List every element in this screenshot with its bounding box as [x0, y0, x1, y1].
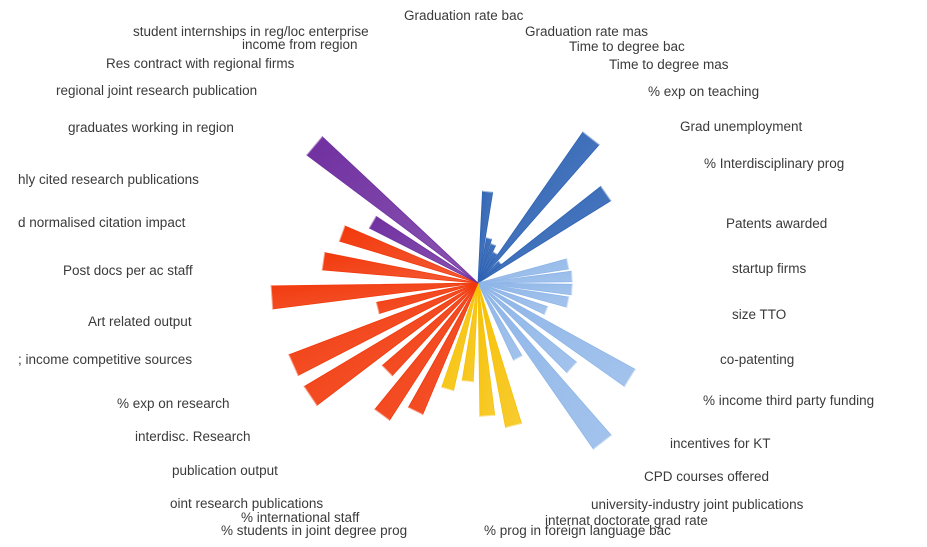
- label-res-contract: Res contract with regional firms: [106, 56, 295, 71]
- label-income-third-party: % income third party funding: [703, 393, 875, 408]
- label-internat-doctorate: internat doctorate grad rate: [545, 513, 708, 528]
- bar-cap-20: [408, 406, 423, 416]
- label-graduation-rate-bac: Graduation rate bac: [404, 8, 524, 23]
- bar-cap-11: [544, 306, 549, 315]
- bar-cap-21: [374, 409, 390, 421]
- bar-cap-15: [513, 355, 523, 361]
- bar-cap-7: [566, 258, 570, 270]
- label-cpd-courses: CPD courses offered: [644, 469, 770, 484]
- label-time-to-degree-mas: Time to degree mas: [609, 57, 729, 72]
- bar-cap-2: [491, 243, 496, 247]
- bar-cap-22: [381, 365, 393, 377]
- label-size-tto: size TTO: [732, 307, 787, 322]
- bar-cap-26: [270, 285, 274, 309]
- bar-cap-10: [566, 296, 570, 308]
- label-highly-cited: hly cited research publications: [18, 172, 199, 187]
- bar-cap-25: [375, 302, 380, 314]
- label-prog-foreign-language: % prog in foreign language bac: [484, 523, 671, 538]
- label-post-docs: Post docs per ac staff: [63, 263, 193, 278]
- label-patents-awarded: Patents awarded: [726, 216, 828, 231]
- bar-cap-4: [582, 131, 600, 146]
- label-international-staff: % international staff: [241, 510, 360, 525]
- label-incentives-kt: incentives for KT: [670, 436, 771, 451]
- bar-cap-6: [600, 185, 612, 201]
- bar-cap-23: [303, 386, 318, 406]
- label-graduation-rate-mas: Graduation rate mas: [525, 24, 649, 39]
- label-graduates-working: graduates working in region: [68, 120, 234, 135]
- bar-cap-29: [368, 215, 377, 229]
- label-normalised-citation: d normalised citation impact: [18, 215, 186, 230]
- bar-cap-3: [493, 251, 498, 255]
- bar-cap-1: [486, 237, 492, 240]
- bar-cap-8: [571, 271, 573, 282]
- label-university-industry: university-industry joint publications: [591, 497, 804, 512]
- label-time-to-degree-bac: Time to degree bac: [569, 39, 685, 54]
- label-students-joint-degree: % students in joint degree prog: [221, 523, 408, 538]
- label-exp-on-teaching: % exp on teaching: [648, 84, 760, 99]
- label-income-from-region: income from region: [242, 37, 358, 52]
- bar-cap-28: [338, 225, 346, 242]
- label-co-patenting: co-patenting: [720, 352, 795, 367]
- bar-cap-16: [505, 423, 522, 429]
- label-student-internships: student internships in reg/loc enterpris…: [133, 24, 369, 39]
- bar-cap-19: [441, 386, 454, 392]
- label-interdisciplinary-prog: % Interdisciplinary prog: [704, 156, 845, 171]
- bar-cap-17: [479, 414, 495, 417]
- label-regional-joint-research: regional joint research publication: [56, 83, 258, 98]
- label-startup-firms: startup firms: [732, 261, 807, 276]
- label-income-competitive: ; income competitive sources: [18, 352, 193, 367]
- bar-cap-9: [571, 284, 573, 295]
- bar-cap-30: [306, 136, 323, 156]
- label-art-related-output: Art related output: [88, 314, 192, 329]
- label-joint-research-publications: oint research publications: [170, 496, 324, 511]
- bar-cap-24: [288, 354, 299, 376]
- label-publication-output: publication output: [172, 463, 278, 478]
- bar-cap-27: [321, 252, 326, 270]
- label-interdisc-research: interdisc. Research: [135, 429, 251, 444]
- bar-cap-14: [593, 434, 612, 450]
- bar-cap-13: [566, 361, 578, 374]
- bar-cap-0: [482, 190, 493, 193]
- label-exp-on-research: % exp on research: [117, 396, 230, 411]
- label-grad-unemployment: Grad unemployment: [680, 119, 803, 134]
- bar-cap-12: [624, 369, 636, 387]
- bar-cap-18: [462, 380, 474, 383]
- bar-cap-5: [498, 260, 502, 265]
